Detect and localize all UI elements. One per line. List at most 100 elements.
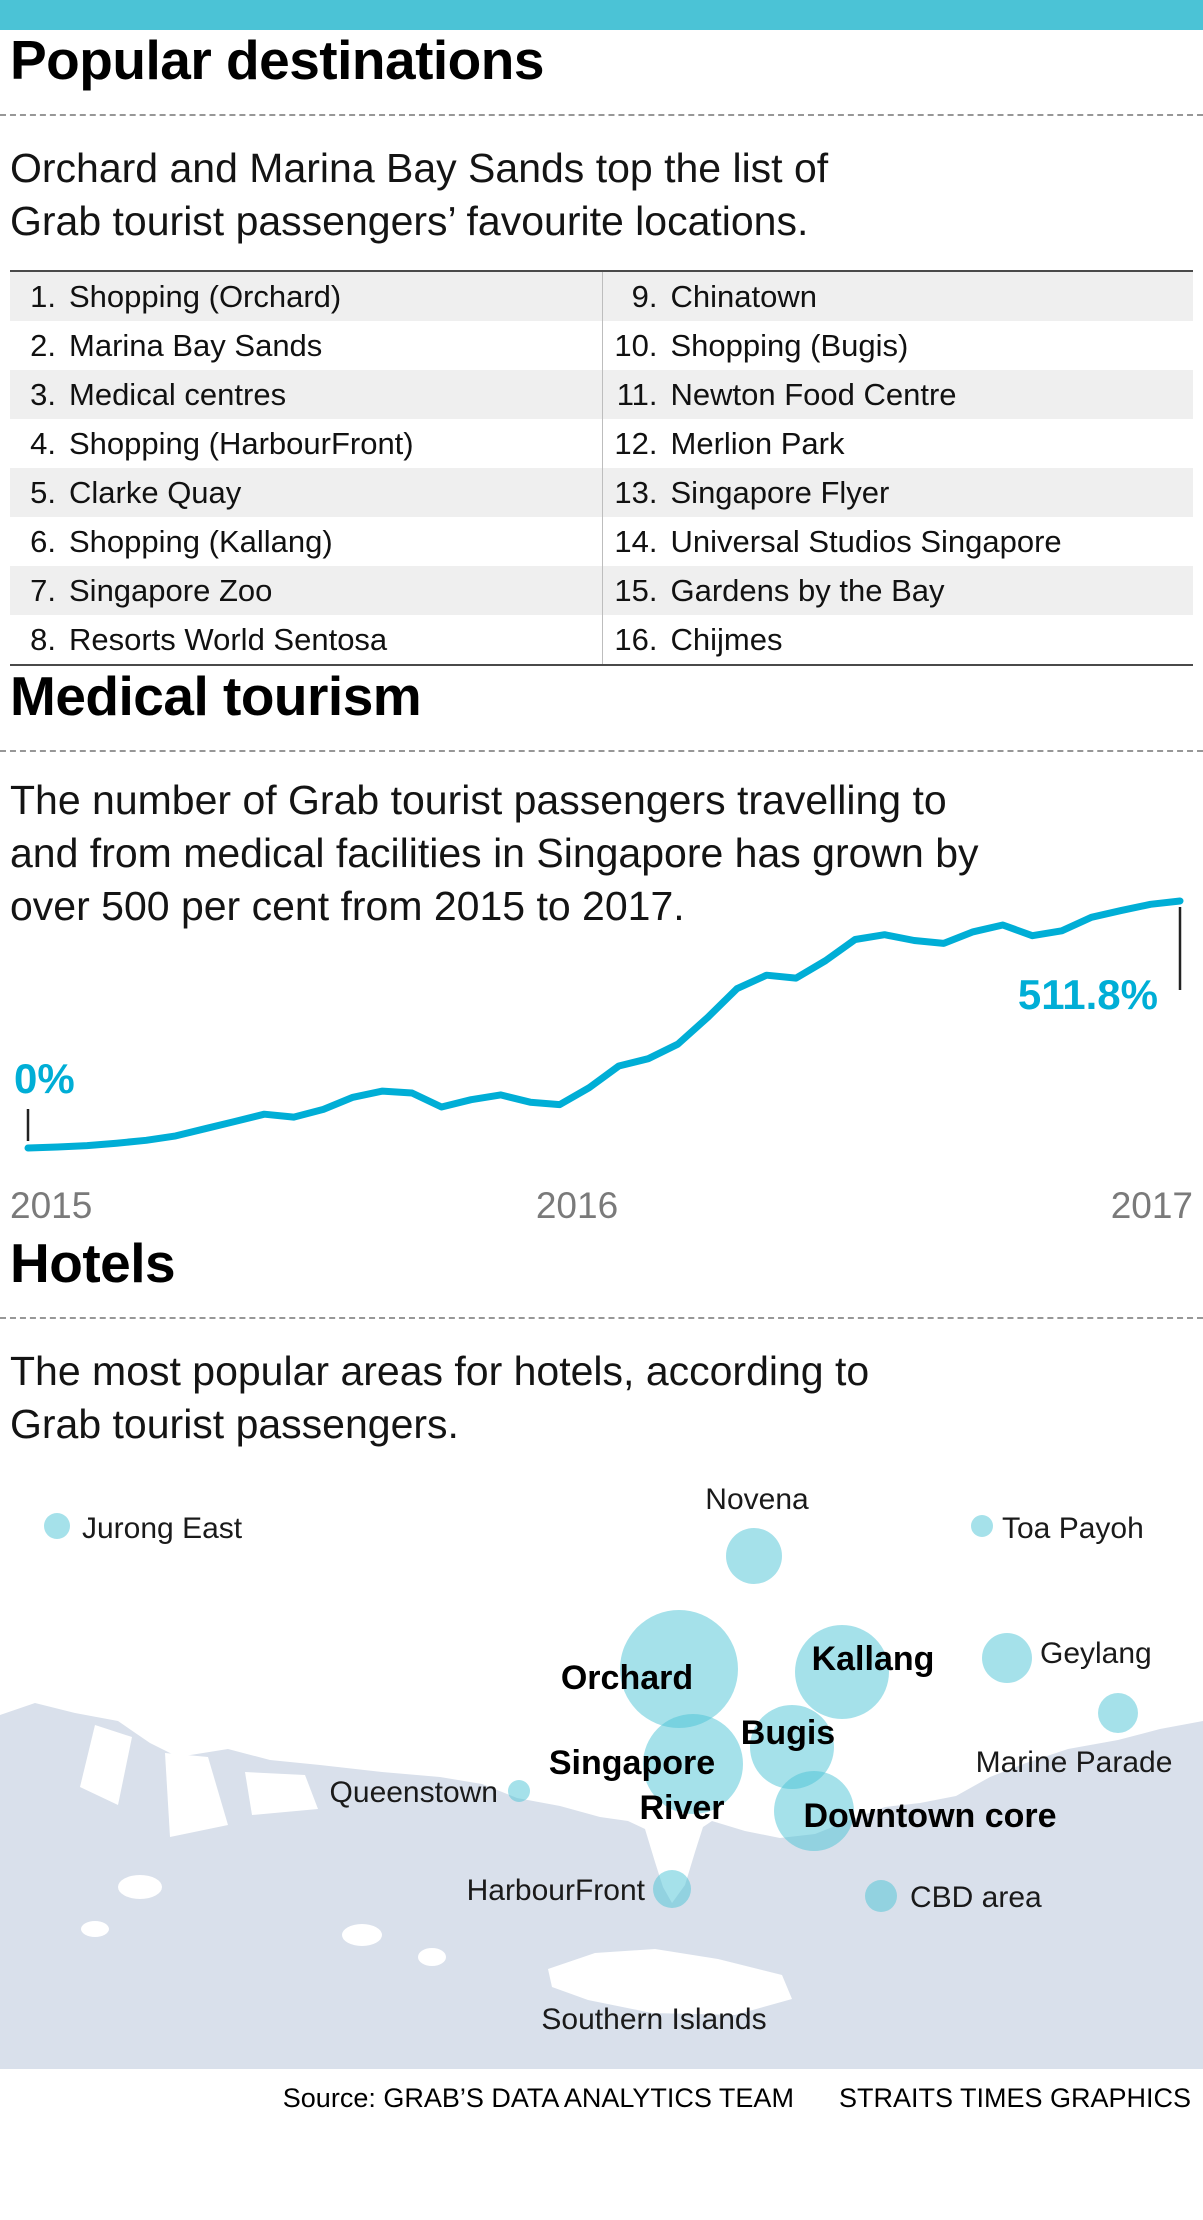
destination-item: 6. Shopping (Kallang): [10, 524, 602, 560]
destination-item: 1. Shopping (Orchard): [10, 279, 602, 315]
trend-line: [24, 897, 1184, 1152]
section-hotels: Hotels The most popular areas for hotels…: [0, 1233, 1203, 2069]
destination-label: Newton Food Centre: [670, 376, 957, 412]
map-islands: [80, 1725, 792, 2015]
destination-rank: 14.: [614, 523, 658, 559]
destination-rank: 9.: [631, 278, 658, 314]
destination-item: 15. Gardens by the Bay: [602, 573, 1194, 609]
destinations-table-row: 6. Shopping (Kallang) 14. Universal Studios…: [10, 517, 1193, 566]
destination-rank: 1.: [30, 278, 56, 314]
destination-label: Shopping (Kallang): [69, 523, 333, 559]
dashed-divider: [0, 114, 1203, 116]
destination-item: 9. Chinatown: [602, 279, 1194, 315]
destination-label: Shopping (Bugis): [670, 327, 909, 363]
destination-label: Chinatown: [670, 278, 817, 314]
credits: Source: GRAB’S DATA ANALYTICS TEAM STRAI…: [0, 2083, 1203, 2114]
x-axis-label-2017: 2017: [1110, 1185, 1193, 1226]
hotels-map-svg: Jurong East Novena Toa Payoh Orchard Kallang…: [0, 1483, 1203, 2069]
hotel-area-label-downtown-core: Downtown core: [803, 1797, 1056, 1835]
dashed-divider: [0, 1317, 1203, 1319]
hotel-area-label-novena: Novena: [705, 1483, 809, 1516]
destinations-table-row: 1. Shopping (Orchard) 9. Chinatown: [10, 272, 1193, 321]
destination-item: 11. Newton Food Centre: [602, 377, 1194, 413]
destinations-table-row: 4. Shopping (HarbourFront) 12. Merlion Park: [10, 419, 1193, 468]
hotel-area-bubble-queenstown: [508, 1780, 530, 1802]
hotel-area-bubble-geylang: [982, 1633, 1032, 1683]
hotel-area-label-singapore-river: Singapore: [549, 1744, 715, 1782]
hotel-area-label-harbourfront: HarbourFront: [467, 1874, 646, 1907]
hotel-area-label-jurong-east: Jurong East: [82, 1512, 243, 1545]
hotels-intro: The most popular areas for hotels, accor…: [10, 1348, 870, 1447]
dashed-divider: [0, 750, 1203, 752]
destination-item: 4. Shopping (HarbourFront): [10, 426, 602, 462]
hotels-map: Jurong East Novena Toa Payoh Orchard Kallang…: [0, 1457, 1203, 2069]
hotel-area-bubble-cbd-area: [865, 1880, 897, 1912]
destination-rank: 15.: [614, 572, 658, 608]
destination-label: Singapore Flyer: [670, 474, 890, 510]
hotel-area-bubble-novena: [726, 1528, 782, 1584]
hotel-area-label-queenstown: Queenstown: [330, 1776, 498, 1809]
hotel-area-bubble-singapore-river: [643, 1714, 743, 1814]
destination-item: 8. Resorts World Sentosa: [10, 622, 602, 658]
destination-label: Resorts World Sentosa: [69, 621, 388, 657]
destination-item: 14. Universal Studios Singapore: [602, 524, 1194, 560]
destination-rank: 16.: [614, 621, 658, 657]
destination-item: 10. Shopping (Bugis): [602, 328, 1194, 364]
hotel-area-label-southern-islands: Southern Islands: [541, 2003, 766, 2036]
destination-item: 5. Clarke Quay: [10, 475, 602, 511]
destinations-table-row: 2. Marina Bay Sands 10. Shopping (Bugis): [10, 321, 1193, 370]
hotels-title: Hotels: [10, 1232, 176, 1294]
hotel-area-bubble-kallang: [795, 1625, 889, 1719]
destination-label: Medical centres: [69, 376, 287, 412]
hotel-area-bubble-bugis: [750, 1705, 834, 1789]
medical-chart: 0% 511.8% 2015 2016 2017: [0, 873, 1203, 1233]
destination-label: Shopping (Orchard): [69, 278, 342, 314]
chart-end-value-label: 511.8%: [1017, 971, 1158, 1018]
hotel-area-bubble-downtown-core: [774, 1771, 854, 1851]
destination-label: Merlion Park: [670, 425, 845, 461]
x-axis-label-2015: 2015: [10, 1185, 93, 1226]
hotel-area-bubble-orchard: [620, 1610, 738, 1728]
destination-label: Universal Studios Singapore: [670, 523, 1062, 559]
destination-rank: 3.: [30, 376, 56, 412]
map-labels: Jurong East Novena Toa Payoh Orchard Kallang…: [82, 1483, 1172, 2036]
hotel-area-bubble-marine-parade: [1098, 1693, 1138, 1733]
medical-chart-svg: [24, 897, 1184, 1152]
hotel-area-label-marine-parade: Marine Parade: [976, 1746, 1173, 1779]
hotel-area-bubble-toa-payoh: [971, 1515, 993, 1537]
destinations-table-row: 3. Medical centres 11. Newton Food Centre: [10, 370, 1193, 419]
destination-label: Chijmes: [670, 621, 783, 657]
destinations-table-row: 5. Clarke Quay 13. Singapore Flyer: [10, 468, 1193, 517]
destination-rank: 5.: [30, 474, 56, 510]
destination-item: 16. Chijmes: [602, 622, 1194, 658]
destination-rank: 12.: [614, 425, 658, 461]
destination-rank: 7.: [30, 572, 56, 608]
destination-label: Gardens by the Bay: [670, 572, 945, 608]
destination-rank: 13.: [614, 474, 658, 510]
medical-tourism-title: Medical tourism: [10, 665, 422, 727]
destination-rank: 6.: [30, 523, 56, 559]
hotel-area-bubble-harbourfront: [653, 1870, 691, 1908]
destination-label: Singapore Zoo: [69, 572, 273, 608]
destinations-table-row: 7. Singapore Zoo 15. Gardens by the Bay: [10, 566, 1193, 615]
destination-label: Marina Bay Sands: [69, 327, 323, 363]
credit-graphics: STRAITS TIMES GRAPHICS: [838, 2083, 1191, 2113]
map-bubbles: [44, 1513, 1138, 1912]
destination-rank: 11.: [616, 376, 658, 412]
hotel-area-label-bugis: Bugis: [741, 1714, 835, 1752]
hotel-area-bubble-jurong-east: [44, 1513, 70, 1539]
destination-item: 7. Singapore Zoo: [10, 573, 602, 609]
medical-tourism-intro: The number of Grab tourist passengers tr…: [10, 777, 979, 929]
destination-item: 3. Medical centres: [10, 377, 602, 413]
destinations-table: 1. Shopping (Orchard) 9. Chinatown 2. Marina …: [10, 270, 1193, 666]
destination-item: 12. Merlion Park: [602, 426, 1194, 462]
popular-destinations-title: Popular destinations: [10, 29, 544, 91]
section-medical-tourism: Medical tourism The number of Grab touri…: [0, 666, 1203, 1233]
hotel-area-label-toa-payoh: Toa Payoh: [1002, 1512, 1144, 1545]
hotel-area-label-singapore-river: River: [639, 1789, 724, 1827]
destination-item: 2. Marina Bay Sands: [10, 328, 602, 364]
section-popular-destinations: Popular destinations Orchard and Marina …: [0, 30, 1203, 666]
destination-label: Clarke Quay: [69, 474, 242, 510]
destination-rank: 8.: [30, 621, 56, 657]
